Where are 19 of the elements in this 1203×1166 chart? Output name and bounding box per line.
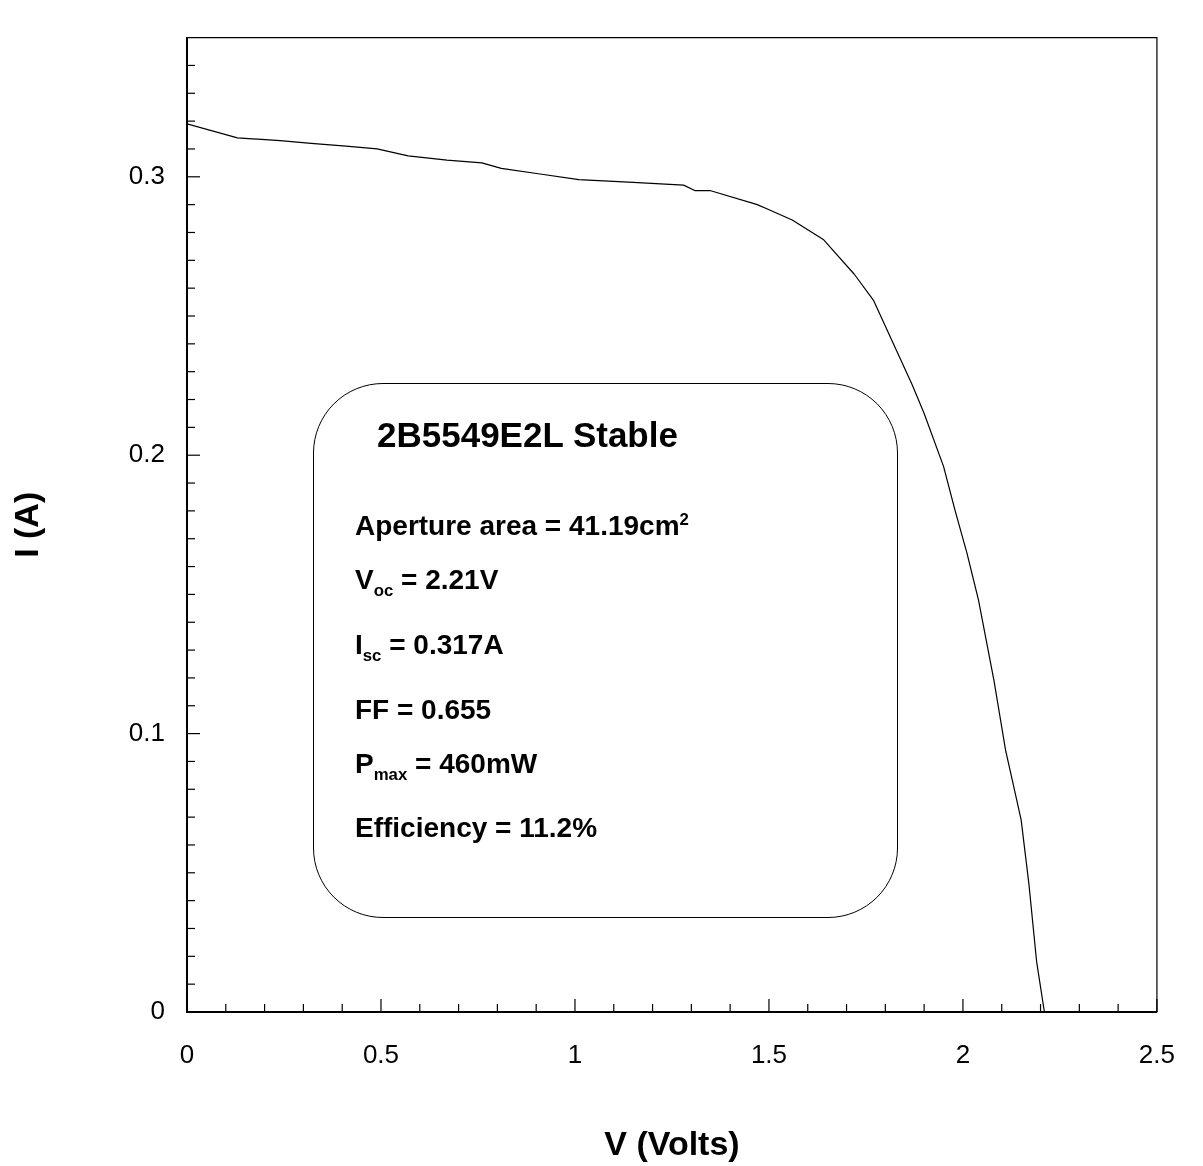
annotation: FF = 0.655 bbox=[355, 692, 493, 727]
annotation: V$_{oc}$ = 2.21V bbox=[355, 563, 500, 602]
x-tick-label: 2.5 bbox=[1138, 1038, 1176, 1069]
y-tick-label: 0.3 bbox=[128, 159, 165, 190]
x-tick-label: 0 bbox=[179, 1038, 195, 1069]
x-tick-label: 0.5 bbox=[362, 1038, 400, 1069]
x-tick-label: 1 bbox=[567, 1038, 583, 1069]
x-tick-label: 1.5 bbox=[750, 1038, 788, 1069]
x-tick-label: 2 bbox=[955, 1038, 971, 1069]
x-axis-title: V (Volts) bbox=[604, 1123, 740, 1162]
annotation: Efficiency = 11.2% bbox=[355, 811, 599, 846]
y-tick-label: 0 bbox=[150, 995, 165, 1026]
annotation: I$_{sc}$ = 0.317A bbox=[355, 627, 505, 667]
y-tick-label: 0.1 bbox=[128, 716, 165, 747]
y-axis-title: I (A) bbox=[6, 491, 45, 558]
annotation: Aperture area = 41.19cm$^{2}$ bbox=[355, 509, 689, 544]
y-tick-label: 0.2 bbox=[128, 438, 165, 469]
annotation: P$_{max}$ = 460mW bbox=[355, 746, 539, 786]
annotation: 2B5549E2L Stable bbox=[377, 415, 679, 455]
